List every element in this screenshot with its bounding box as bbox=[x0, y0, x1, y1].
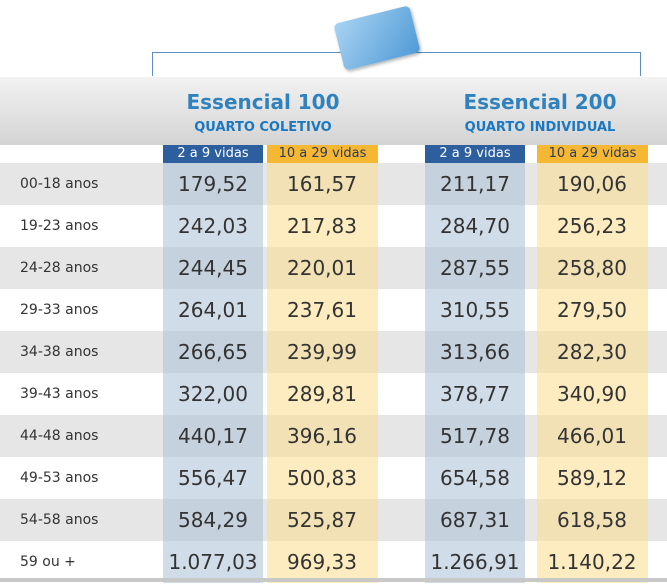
column-header: 2 a 9 vidas bbox=[163, 145, 263, 163]
price: 1.266,91 bbox=[430, 550, 520, 574]
price: 584,29 bbox=[178, 508, 248, 532]
price: 313,66 bbox=[440, 340, 510, 364]
price: 256,23 bbox=[557, 214, 627, 238]
price: 500,83 bbox=[287, 466, 357, 490]
price: 1.140,22 bbox=[547, 550, 637, 574]
price: 190,06 bbox=[557, 172, 627, 196]
row-label: 19-23 anos bbox=[20, 218, 99, 234]
price: 242,03 bbox=[178, 214, 248, 238]
price: 217,83 bbox=[287, 214, 357, 238]
column-header: 10 a 29 vidas bbox=[267, 145, 378, 163]
price: 258,80 bbox=[557, 256, 627, 280]
column-bg bbox=[537, 163, 648, 583]
price: 244,45 bbox=[178, 256, 248, 280]
row-label: 59 ou + bbox=[20, 554, 76, 570]
plan-title: Essencial 100 bbox=[186, 90, 340, 114]
column-bg bbox=[163, 163, 263, 583]
row-label: 34-38 anos bbox=[20, 344, 99, 360]
column-bg bbox=[425, 163, 525, 583]
row-label: 49-53 anos bbox=[20, 470, 99, 486]
price: 284,70 bbox=[440, 214, 510, 238]
row-label: 39-43 anos bbox=[20, 386, 99, 402]
price: 279,50 bbox=[557, 298, 627, 322]
row-label: 24-28 anos bbox=[20, 260, 99, 276]
price: 340,90 bbox=[557, 382, 627, 406]
price: 289,81 bbox=[287, 382, 357, 406]
price: 266,65 bbox=[178, 340, 248, 364]
price: 310,55 bbox=[440, 298, 510, 322]
price: 237,61 bbox=[287, 298, 357, 322]
price: 1.077,03 bbox=[168, 550, 258, 574]
price: 378,77 bbox=[440, 382, 510, 406]
column-header: 10 a 29 vidas bbox=[537, 145, 648, 163]
row-label: 44-48 anos bbox=[20, 428, 99, 444]
plan-title: Essencial 200 bbox=[463, 90, 617, 114]
row-label: 29-33 anos bbox=[20, 302, 99, 318]
price: 211,17 bbox=[440, 172, 510, 196]
plan-subtitle: QUARTO COLETIVO bbox=[194, 120, 332, 135]
price: 179,52 bbox=[178, 172, 248, 196]
price: 654,58 bbox=[440, 466, 510, 490]
price: 517,78 bbox=[440, 424, 510, 448]
plan-subtitle: QUARTO INDIVIDUAL bbox=[464, 120, 616, 135]
row-label: 54-58 anos bbox=[20, 512, 99, 528]
row-label: 00-18 anos bbox=[20, 176, 99, 192]
price: 282,30 bbox=[557, 340, 627, 364]
price: 589,12 bbox=[557, 466, 627, 490]
price: 220,01 bbox=[287, 256, 357, 280]
price: 396,16 bbox=[287, 424, 357, 448]
price: 287,55 bbox=[440, 256, 510, 280]
column-bg bbox=[267, 163, 378, 583]
price: 618,58 bbox=[557, 508, 627, 532]
price: 556,47 bbox=[178, 466, 248, 490]
bottom-rule bbox=[0, 578, 667, 582]
column-header: 2 a 9 vidas bbox=[425, 145, 525, 163]
price: 525,87 bbox=[287, 508, 357, 532]
price: 969,33 bbox=[287, 550, 357, 574]
price: 322,00 bbox=[178, 382, 248, 406]
header-band bbox=[0, 77, 667, 145]
price: 440,17 bbox=[178, 424, 248, 448]
price: 161,57 bbox=[287, 172, 357, 196]
price: 466,01 bbox=[557, 424, 627, 448]
price: 264,01 bbox=[178, 298, 248, 322]
price: 687,31 bbox=[440, 508, 510, 532]
price: 239,99 bbox=[287, 340, 357, 364]
